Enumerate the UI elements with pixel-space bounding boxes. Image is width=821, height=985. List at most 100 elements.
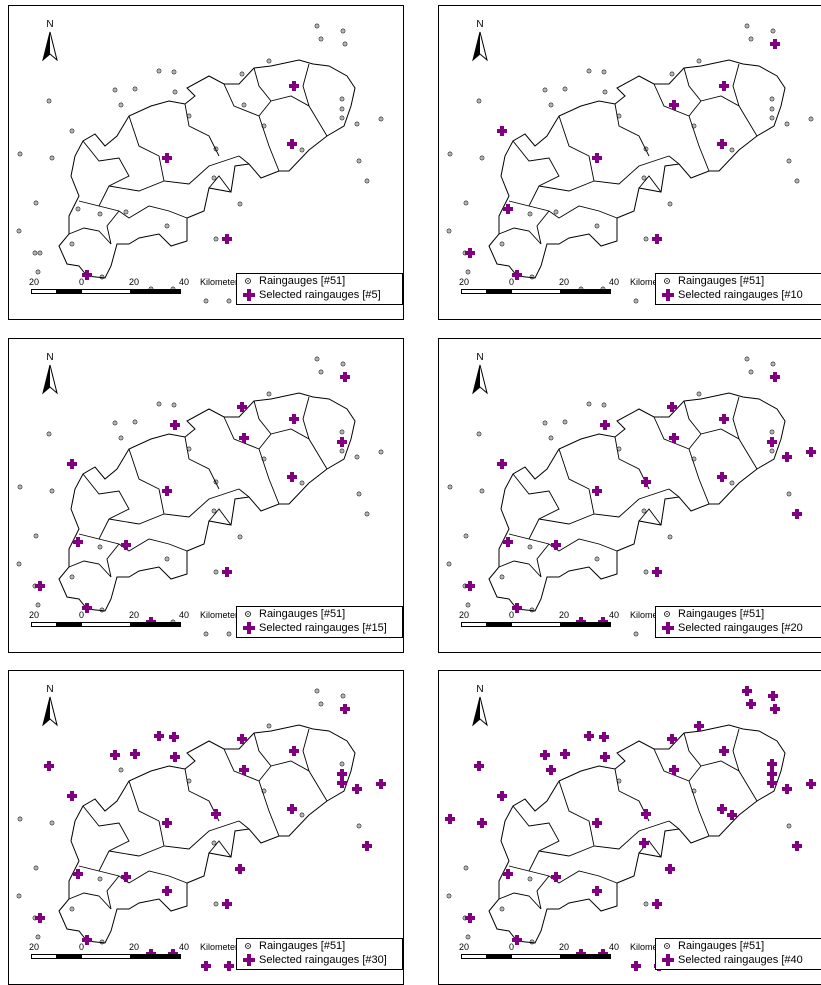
selected-raingauge-marker xyxy=(362,841,372,851)
raingauge-marker-center xyxy=(669,203,671,205)
raingauge-marker-center xyxy=(301,149,303,151)
selected-raingauge-marker xyxy=(600,752,610,762)
raingauge-marker xyxy=(465,602,471,608)
legend-selected-label: Selected raingauges [#30] xyxy=(259,954,387,966)
subbasin-boundary xyxy=(732,728,740,772)
scale-tick-label: 20 xyxy=(29,277,40,287)
selected-raingauge-marker xyxy=(289,81,299,91)
raingauge-marker-center xyxy=(380,451,382,453)
subbasin-boundary xyxy=(668,820,680,830)
scale-segment xyxy=(486,954,511,959)
subbasin-boundary xyxy=(253,732,272,767)
raingauge-marker-center xyxy=(71,908,73,910)
raingauge-marker xyxy=(691,123,697,129)
scale-segment xyxy=(486,289,511,294)
raingauge-marker xyxy=(186,113,192,119)
raingauge-marker-center xyxy=(344,43,346,45)
raingauge-marker xyxy=(33,865,39,871)
raingauge-marker xyxy=(641,508,647,514)
map-legend: Raingauges [#51] Selected raingauges [#4… xyxy=(655,938,821,970)
raingauge-marker-center xyxy=(316,690,318,692)
map-panel: N 20 0 20 40 Kilometers Raingauges [#51] Sel… xyxy=(438,670,821,985)
raingauge-marker-center xyxy=(99,213,101,215)
raingauge-marker xyxy=(211,508,217,514)
raingauge-marker xyxy=(769,96,775,102)
raingauge-marker-center xyxy=(99,546,101,548)
subbasin-boundary xyxy=(98,205,188,219)
raingauge-marker xyxy=(213,236,219,242)
raingauge-marker-center xyxy=(342,30,344,32)
catchment-map xyxy=(16,23,384,304)
raingauge-marker-center xyxy=(215,481,217,483)
raingauge-marker-center xyxy=(19,818,21,820)
scale-segment xyxy=(56,954,81,959)
raingauge-marker xyxy=(499,906,505,912)
selected-raingauge-marker xyxy=(287,804,297,814)
raingauge-marker xyxy=(118,102,124,108)
selected-raingauge-marker xyxy=(631,961,641,971)
raingauge-marker xyxy=(16,561,22,567)
raingauge-marker xyxy=(339,429,345,435)
raingauge-marker xyxy=(463,865,469,871)
raingauge-marker-center xyxy=(771,450,773,452)
raingauge-marker-center xyxy=(772,363,774,365)
raingauge-marker-center xyxy=(39,252,41,254)
raingauge-marker xyxy=(69,574,75,580)
raingauge-marker-center xyxy=(448,563,450,565)
raingauge-marker xyxy=(601,402,607,408)
scale-tick-label: 0 xyxy=(79,942,85,952)
subbasin-boundary xyxy=(238,155,250,165)
raingauge-marker xyxy=(527,544,533,550)
legend-raingauges-label: Raingauges [#51] xyxy=(678,275,765,287)
raingauge-marker-center xyxy=(596,558,598,560)
raingauge-marker xyxy=(226,631,232,637)
raingauge-marker-center xyxy=(320,371,322,373)
selected-raingauge-marker xyxy=(224,961,234,971)
raingauge-marker-center xyxy=(645,571,647,573)
raingauge-marker xyxy=(667,534,673,540)
subbasin-boundary xyxy=(106,210,120,245)
raingauge-marker-center xyxy=(77,208,79,210)
selected-raingauge-marker xyxy=(154,731,164,741)
raingauge-marker xyxy=(35,269,41,275)
raingauge-marker xyxy=(172,89,178,95)
raingauge-marker-center xyxy=(481,157,483,159)
raingauge-marker xyxy=(33,200,39,206)
scale-segment xyxy=(511,954,561,959)
selected-raingauge-marker xyxy=(742,686,752,696)
raingauge-marker xyxy=(156,401,162,407)
raingauge-marker xyxy=(643,569,649,575)
raingauge-marker-center xyxy=(465,867,467,869)
subbasin-boundary xyxy=(78,805,130,872)
raingauge-marker-center xyxy=(166,225,168,227)
raingauge-marker xyxy=(171,402,177,408)
subbasin-boundary xyxy=(302,63,310,107)
subbasin-boundary xyxy=(208,175,232,193)
raingauge-marker-center xyxy=(746,25,748,27)
raingauge-marker-center xyxy=(268,60,270,62)
raingauge-marker xyxy=(314,688,320,694)
selected-raingauge-marker xyxy=(169,732,179,742)
selected-raingauge-marker xyxy=(592,886,602,896)
selected-raingauge-marker xyxy=(211,809,221,819)
raingauge-marker xyxy=(542,420,548,426)
scale-unit-label: Kilometers xyxy=(630,277,673,287)
raingauge-marker-center xyxy=(101,276,103,278)
raingauge-marker-center xyxy=(478,100,480,102)
raingauge-marker-center xyxy=(125,211,127,213)
raingauge-marker xyxy=(499,574,505,580)
scale-tick-label: 20 xyxy=(559,942,570,952)
raingauge-marker xyxy=(446,228,452,234)
raingauge-marker-center xyxy=(320,38,322,40)
raingauge-marker-center xyxy=(301,814,303,816)
selected-raingauge-marker xyxy=(222,899,232,909)
map-legend: Raingauges [#51] Selected raingauges [#5… xyxy=(236,273,403,305)
raingauge-marker-center xyxy=(134,88,136,90)
selected-raingauge-marker xyxy=(44,761,54,771)
raingauge-marker-center xyxy=(531,941,533,943)
raingauge-marker-center xyxy=(750,38,752,40)
raingauge-marker xyxy=(213,146,219,152)
raingauge-marker xyxy=(794,178,800,184)
selected-raingauge-marker xyxy=(497,791,507,801)
raingauge-marker xyxy=(299,480,305,486)
